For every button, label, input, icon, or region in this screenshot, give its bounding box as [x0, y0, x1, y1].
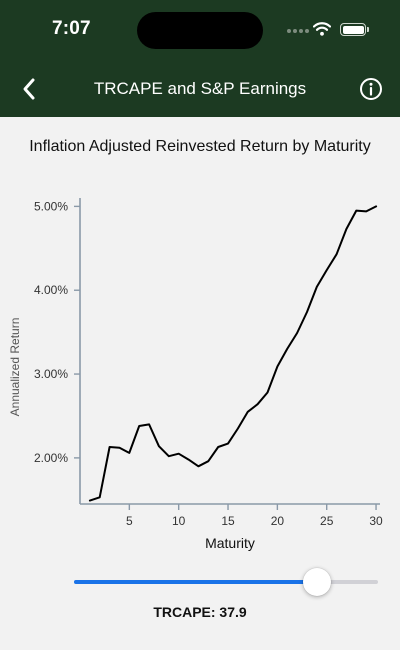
line-chart: 2.00% 3.00% 4.00% 5.00% 5 10 15 20 25 30 Maturity A…: [8, 198, 383, 551]
trcape-value-label: TRCAPE: 37.9: [153, 604, 247, 620]
battery-icon: [340, 23, 366, 36]
chart-title: Inflation Adjusted Reinvested Return by …: [29, 138, 371, 155]
y-tick-label: 4.00%: [34, 283, 68, 297]
app-header: 7:07 TRCAPE and S&P Earnings: [0, 0, 400, 117]
nav-title: TRCAPE and S&P Earnings: [93, 79, 307, 98]
slider-fill: [74, 580, 318, 584]
status-time: 7:07: [52, 18, 91, 39]
x-tick-label: 25: [320, 514, 334, 528]
info-icon[interactable]: [358, 76, 384, 102]
wifi-icon: [313, 22, 331, 36]
x-tick-label: 30: [369, 514, 383, 528]
x-tick-label: 5: [126, 514, 133, 528]
series-line: [88, 205, 378, 502]
cellular-signal-icon: [287, 29, 309, 33]
x-tick-label: 15: [221, 514, 235, 528]
y-tick-label: 2.00%: [34, 451, 68, 465]
back-button[interactable]: [14, 74, 44, 104]
slider-thumb[interactable]: [303, 568, 332, 596]
dynamic-island: [137, 12, 263, 49]
x-axis-label: Maturity: [205, 535, 255, 551]
battery-tip: [367, 27, 369, 32]
trcape-slider[interactable]: [74, 566, 378, 596]
y-tick-label: 3.00%: [34, 367, 68, 381]
y-axis-label: Annualized Return: [8, 318, 22, 417]
y-tick-label: 5.00%: [34, 199, 68, 213]
chevron-left-icon: [23, 78, 35, 100]
x-tick-label: 20: [271, 514, 285, 528]
x-tick-label: 10: [172, 514, 186, 528]
